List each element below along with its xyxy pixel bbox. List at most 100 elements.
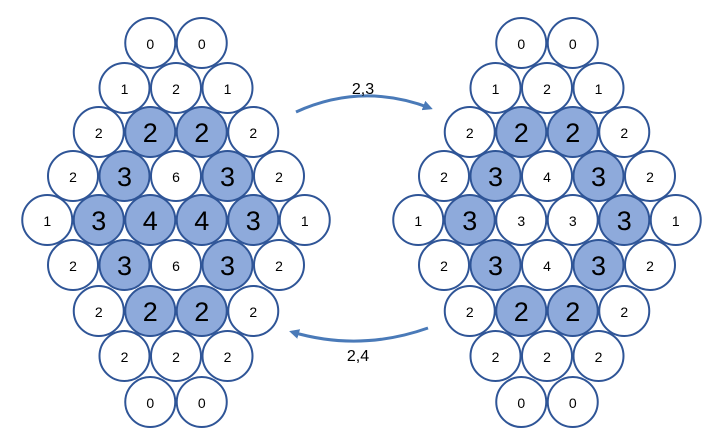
hex-cell: 0 (546, 17, 599, 69)
cell-value: 2 (95, 304, 103, 320)
hex-cell: 3 (98, 239, 151, 291)
cell-value: 6 (172, 258, 180, 274)
left-hex-diagram: 0 01 2 12 2 2 22 3 6 3 21 3 4 4 3 12 3 6 3 22 2 2 22 2 20 0 (21, 17, 331, 428)
hex-cell: 3 (201, 150, 254, 202)
cell-value: 1 (301, 213, 309, 229)
cell-value: 0 (517, 395, 525, 411)
highlighted-circle (443, 194, 496, 246)
hex-cell: 3 (598, 194, 651, 246)
hex-cell: 2 (598, 285, 651, 337)
cell-value: 1 (672, 213, 680, 229)
hex-cell: 2 (175, 285, 228, 337)
circle (418, 150, 470, 202)
hex-cell: 2 (124, 285, 177, 337)
hex-cell: 0 (495, 376, 548, 428)
cell-value: 0 (517, 36, 525, 52)
highlighted-circle (124, 194, 177, 246)
hex-cell: 3 (572, 239, 625, 291)
highlighted-circle (124, 106, 177, 158)
circle (572, 62, 625, 114)
top-arrow (295, 94, 433, 114)
cell-value: 2 (466, 125, 474, 141)
cell-value: 2 (565, 118, 580, 148)
hex-cell: 4 (521, 150, 573, 202)
cell-value: 3 (617, 206, 632, 236)
cell-value: 2 (595, 349, 603, 365)
hex-cell: 2 (546, 285, 599, 337)
top-arrow-label: 2,3 (352, 81, 374, 98)
cell-value: 2 (275, 169, 283, 185)
cell-value: 2 (172, 81, 180, 97)
hex-cell: 0 (175, 376, 228, 428)
circle (124, 376, 177, 428)
cell-value: 2 (194, 118, 209, 148)
hex-cell: 1 (201, 62, 254, 114)
cell-value: 1 (414, 213, 422, 229)
cell-value: 3 (591, 162, 606, 192)
circle (150, 62, 202, 114)
highlighted-circle (201, 150, 254, 202)
cell-value: 3 (117, 251, 132, 281)
hex-cell: 2 (624, 150, 676, 202)
hex-cell: 0 (495, 17, 548, 69)
circle (253, 150, 305, 202)
hex-cell: 2 (572, 330, 625, 382)
cell-value: 2 (143, 297, 158, 327)
circle (418, 239, 470, 291)
hex-cell: 1 (572, 62, 625, 114)
circle (521, 150, 573, 202)
highlighted-circle (469, 150, 522, 202)
hex-cell: 3 (443, 194, 496, 246)
circle (227, 285, 280, 337)
cell-value: 2 (514, 297, 529, 327)
highlighted-circle (495, 106, 548, 158)
hex-cell: 2 (175, 106, 228, 158)
cell-value: 2 (69, 258, 77, 274)
highlighted-circle (98, 239, 151, 291)
highlighted-circle (469, 239, 522, 291)
circle (201, 330, 254, 382)
cell-value: 3 (220, 251, 235, 281)
cell-value: 0 (569, 395, 577, 411)
hex-cell: 4 (521, 239, 573, 291)
hex-cell: 6 (150, 150, 202, 202)
highlighted-circle (572, 150, 625, 202)
hex-cell: 3 (572, 150, 625, 202)
highlighted-circle (495, 285, 548, 337)
highlighted-circle (175, 106, 228, 158)
circle (469, 330, 522, 382)
cell-value: 2 (172, 349, 180, 365)
hex-cell: 2 (253, 239, 305, 291)
hex-cell: 2 (227, 285, 280, 337)
hex-cell: 2 (598, 106, 651, 158)
circle (392, 194, 445, 246)
hex-cell: 3 (227, 194, 280, 246)
hex-cell: 2 (227, 106, 280, 158)
circle (175, 376, 228, 428)
circle (227, 106, 280, 158)
hex-cell: 2 (72, 106, 125, 158)
bottom-arrow-label: 2,4 (347, 348, 369, 365)
hex-cell: 1 (469, 62, 522, 114)
cell-value: 0 (146, 395, 154, 411)
hex-cell: 3 (469, 239, 522, 291)
circle (150, 150, 202, 202)
hex-cell: 2 (253, 150, 305, 202)
highlighted-circle (598, 194, 651, 246)
cell-value: 2 (543, 349, 551, 365)
hex-cell: 2 (495, 285, 548, 337)
circle (150, 239, 202, 291)
circle (72, 106, 125, 158)
cell-value: 2 (492, 349, 500, 365)
hex-cell: 3 (72, 194, 125, 246)
hex-cell: 2 (47, 150, 99, 202)
hex-cell: 3 (201, 239, 254, 291)
hex-cell: 3 (98, 150, 151, 202)
cell-value: 2 (646, 258, 654, 274)
cell-value: 0 (198, 395, 206, 411)
cell-value: 2 (249, 304, 257, 320)
circle (47, 150, 99, 202)
cell-value: 2 (543, 81, 551, 97)
circle (98, 330, 151, 382)
circle (278, 194, 331, 246)
